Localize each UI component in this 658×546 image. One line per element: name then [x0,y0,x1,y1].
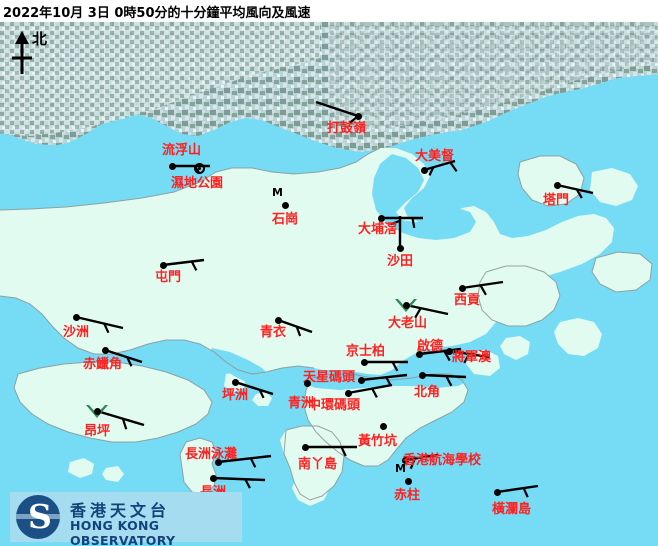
station-label: 沙田 [387,254,414,269]
wind-barb [496,484,539,498]
wind-barb [390,216,402,248]
station-label: 沙洲 [63,325,90,340]
station-dot-icon [421,167,428,174]
station-m-marker: M [395,462,406,475]
map-geography [0,22,658,506]
station-dot-icon [397,245,404,252]
station-dot-icon [380,423,387,430]
north-arrow-icon [12,31,32,74]
station-label: 北角 [414,385,441,400]
wind-barb [421,373,467,387]
station-dot-icon [403,302,410,309]
hko-spiral-logo-icon: S [16,495,60,539]
station-label: 香港航海學校 [403,453,482,468]
title-bar: 2022年10月 3日 0時50分的十分鐘平均風向及風速 [0,0,658,22]
station-dot-icon [169,163,176,170]
station-dot-icon [494,489,501,496]
station-dot-icon [160,262,167,269]
wind-barb [305,445,357,457]
station-label: 青衣 [260,325,287,340]
station-label: 打鼓嶺 [327,121,367,136]
wind-barb [315,100,359,124]
station-label: 中環碼頭 [308,398,361,413]
station-dot-icon [378,215,385,222]
station-label: 坪洲 [222,388,249,403]
wind-barb [381,216,423,229]
wind-barb [423,159,458,176]
station-label: 青洲 [288,396,315,411]
wind-barb [234,380,274,399]
wind-barb [418,347,462,362]
wind-barb [404,453,439,470]
calm-wind-icon [194,163,205,174]
station-dot-icon [210,475,217,482]
station-label: 大老山 [388,316,428,331]
station-dot-icon [402,457,409,464]
station-dot-icon [304,380,311,387]
station-label: 南丫島 [298,457,338,472]
station-label: 濕地公園 [171,176,224,191]
wind-barb [277,318,313,337]
wind-barb [360,373,408,387]
wind-barb [347,383,393,398]
station-label: 京士柏 [346,344,386,359]
wind-barb [212,476,266,489]
station-label: 將軍澳 [452,350,492,365]
wind-barb [448,349,490,364]
wind-barb [75,315,124,334]
logo-english-text: HONG KONG OBSERVATORY [70,518,176,546]
station-dot-icon [416,351,423,358]
station-label: 西貢 [454,293,481,308]
station-dot-icon [282,202,289,209]
station-dot-icon [446,348,453,355]
station-dot-icon [355,113,362,120]
station-label: 大埔滘 [358,222,398,237]
station-label: 赤柱 [394,488,421,503]
station-label: 流浮山 [162,143,202,158]
station-label: 橫瀾島 [492,502,532,517]
station-m-marker: M [272,186,283,199]
station-label: 塔門 [543,193,570,208]
station-label: 啟德 [417,339,444,354]
station-dot-icon [302,444,309,451]
logo-chinese-text: 香港天文台 [70,501,171,520]
station-dot-icon [358,377,365,384]
station-label: 長洲泳灘 [185,447,238,462]
wind-barb [217,454,272,468]
north-label: 北 [32,30,48,48]
station-dot-icon [361,359,368,366]
station-dot-icon [94,408,101,415]
station-dot-icon [102,347,109,354]
wind-map: 打鼓嶺流浮山濕地公園 M 石崗 大美督塔門大埔滘沙田屯門西貢沙洲 大老山青衣赤鱲角 京士柏… [0,22,658,546]
station-dot-icon [275,317,282,324]
station-dot-icon [419,372,426,379]
wind-barb [556,183,594,199]
station-dot-icon [232,379,239,386]
station-dot-icon [345,390,352,397]
wind-barb [461,280,504,296]
station-label: 大美督 [415,149,455,164]
station-dot-icon [554,182,561,189]
page-title: 2022年10月 3日 0時50分的十分鐘平均風向及風速 [3,6,311,21]
wind-barb [364,360,408,372]
wind-barb [104,348,143,367]
wind-barb [162,258,205,271]
station-label: 屯門 [155,270,182,285]
station-dot-icon [215,459,222,466]
hko-logo: S 香港天文台 HONG KONG OBSERVATORY [10,492,242,546]
station-label: 黃竹坑 [358,434,398,449]
station-label: 昂坪 [84,424,111,439]
station-label: 石崗 [272,212,299,227]
north-arrow: 北 [6,28,66,78]
station-label: 天星碼頭 [303,370,356,385]
station-dot-icon [459,285,466,292]
station-dot-icon [73,314,80,321]
station-label: 赤鱲角 [83,357,123,372]
station-dot-icon [405,478,412,485]
